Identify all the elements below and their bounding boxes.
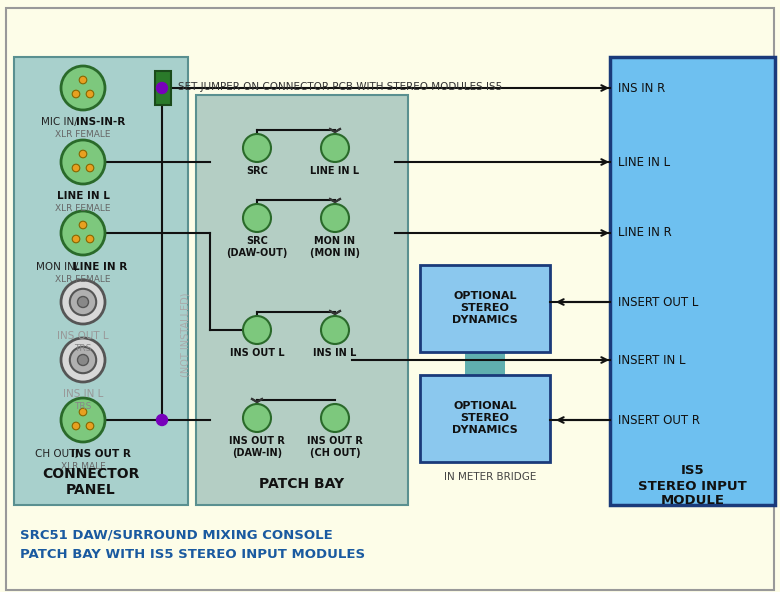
Circle shape xyxy=(73,422,80,430)
Bar xyxy=(420,265,550,352)
Text: IS5
STEREO INPUT
MODULE: IS5 STEREO INPUT MODULE xyxy=(638,465,747,507)
Circle shape xyxy=(87,164,94,172)
Text: SRC
(DAW-OUT): SRC (DAW-OUT) xyxy=(226,236,288,258)
Text: LINE IN L: LINE IN L xyxy=(310,166,360,176)
Text: INS OUT R
(DAW-IN): INS OUT R (DAW-IN) xyxy=(229,436,285,458)
Text: CH OUT/: CH OUT/ xyxy=(35,449,79,459)
Text: OPTIONAL
STEREO
DYNAMICS: OPTIONAL STEREO DYNAMICS xyxy=(452,291,518,324)
Text: MON IN/: MON IN/ xyxy=(36,262,78,272)
Circle shape xyxy=(73,90,80,98)
Circle shape xyxy=(77,297,88,307)
Text: XLR MALE: XLR MALE xyxy=(61,462,105,471)
Circle shape xyxy=(77,355,88,365)
Text: MON IN
(MON IN): MON IN (MON IN) xyxy=(310,236,360,258)
Bar xyxy=(465,352,505,375)
Circle shape xyxy=(73,164,80,172)
Circle shape xyxy=(243,316,271,344)
Text: TRS: TRS xyxy=(74,402,92,411)
Circle shape xyxy=(243,204,271,232)
Circle shape xyxy=(87,422,94,430)
Text: SET JUMPER ON CONNECTOR PCB WITH STEREO MODULES IS5: SET JUMPER ON CONNECTOR PCB WITH STEREO … xyxy=(178,82,502,92)
Circle shape xyxy=(321,204,349,232)
Text: LINE IN R: LINE IN R xyxy=(73,262,128,272)
Circle shape xyxy=(157,82,168,94)
Bar xyxy=(14,57,188,505)
Bar xyxy=(610,57,775,505)
Circle shape xyxy=(61,140,105,184)
Circle shape xyxy=(321,316,349,344)
Bar xyxy=(155,71,171,105)
Text: LINE IN L: LINE IN L xyxy=(618,156,670,169)
Circle shape xyxy=(80,76,87,84)
Text: INS-IN-R: INS-IN-R xyxy=(76,117,125,127)
Text: LINE IN R: LINE IN R xyxy=(618,227,672,240)
Text: INS OUT R: INS OUT R xyxy=(70,449,130,459)
Circle shape xyxy=(61,398,105,442)
Circle shape xyxy=(80,221,87,229)
Text: TRS: TRS xyxy=(74,344,92,353)
Text: LINE IN L: LINE IN L xyxy=(57,191,109,201)
Circle shape xyxy=(73,235,80,243)
Text: CONNECTOR
PANEL: CONNECTOR PANEL xyxy=(42,467,140,497)
Text: SRC: SRC xyxy=(246,166,268,176)
Text: INSERT IN L: INSERT IN L xyxy=(618,353,686,366)
Text: INS OUT L: INS OUT L xyxy=(57,331,109,341)
Text: MIC IN/: MIC IN/ xyxy=(41,117,78,127)
Circle shape xyxy=(243,134,271,162)
Text: (NOT INSTALLED): (NOT INSTALLED) xyxy=(181,293,191,377)
Bar xyxy=(420,375,550,462)
Text: IN METER BRIDGE: IN METER BRIDGE xyxy=(444,472,536,482)
Circle shape xyxy=(69,347,96,373)
Bar xyxy=(196,95,408,505)
Circle shape xyxy=(157,414,168,426)
Text: INS IN L: INS IN L xyxy=(63,389,103,399)
Circle shape xyxy=(61,280,105,324)
Text: INS OUT R
(CH OUT): INS OUT R (CH OUT) xyxy=(307,436,363,458)
Text: PATCH BAY WITH IS5 STEREO INPUT MODULES: PATCH BAY WITH IS5 STEREO INPUT MODULES xyxy=(20,549,365,561)
Text: INS IN L: INS IN L xyxy=(314,348,356,358)
Text: XLR FEMALE: XLR FEMALE xyxy=(55,130,111,139)
Text: INS OUT L: INS OUT L xyxy=(229,348,285,358)
Text: INSERT OUT L: INSERT OUT L xyxy=(618,295,698,308)
Circle shape xyxy=(321,134,349,162)
Circle shape xyxy=(321,404,349,432)
Text: OPTIONAL
STEREO
DYNAMICS: OPTIONAL STEREO DYNAMICS xyxy=(452,401,518,435)
Circle shape xyxy=(61,66,105,110)
Circle shape xyxy=(87,235,94,243)
Text: SRC51 DAW/SURROUND MIXING CONSOLE: SRC51 DAW/SURROUND MIXING CONSOLE xyxy=(20,529,333,542)
Text: XLR FEMALE: XLR FEMALE xyxy=(55,275,111,284)
Circle shape xyxy=(61,338,105,382)
Circle shape xyxy=(69,289,96,315)
Text: XLR FEMALE: XLR FEMALE xyxy=(55,204,111,213)
Circle shape xyxy=(243,404,271,432)
Text: INS IN R: INS IN R xyxy=(618,82,665,95)
Text: INSERT OUT R: INSERT OUT R xyxy=(618,413,700,426)
Text: PATCH BAY: PATCH BAY xyxy=(260,477,345,491)
Circle shape xyxy=(80,408,87,416)
Circle shape xyxy=(61,211,105,255)
Circle shape xyxy=(80,150,87,158)
Circle shape xyxy=(87,90,94,98)
